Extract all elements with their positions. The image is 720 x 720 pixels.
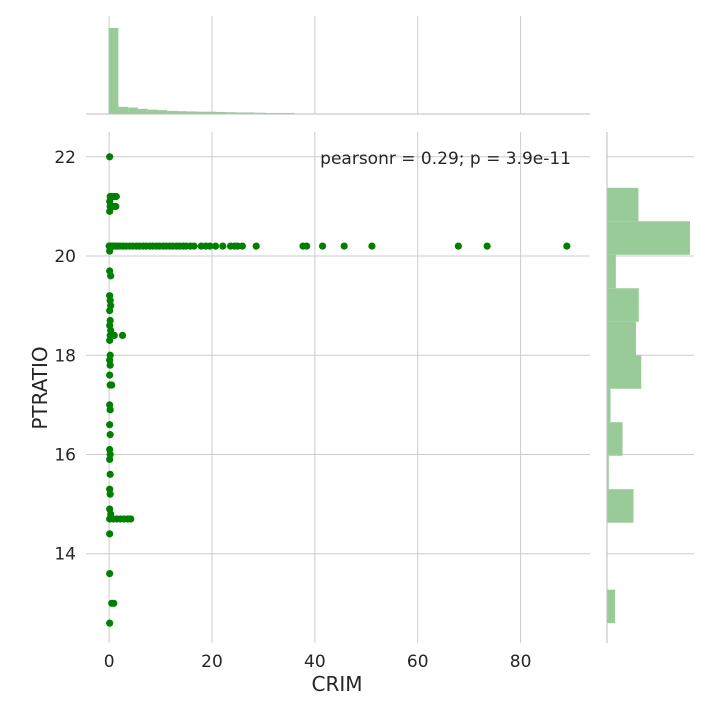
data-point <box>106 530 114 538</box>
data-point <box>112 202 120 211</box>
data-point <box>454 242 462 250</box>
correlation-annotation: pearsonr = 0.29; p = 3.9e-11 <box>320 149 571 169</box>
data-point <box>340 242 348 250</box>
data-point <box>110 331 118 340</box>
top-hist-bar <box>274 112 285 114</box>
y-tick-label: 14 <box>54 545 76 565</box>
data-point <box>212 242 220 250</box>
data-point <box>483 242 491 250</box>
right-marginal-histogram <box>606 132 694 643</box>
top-hist-bar <box>186 111 197 114</box>
data-point <box>206 242 214 250</box>
top-hist-bar <box>245 112 256 114</box>
data-point <box>106 361 114 369</box>
top-hist-bar <box>137 108 148 114</box>
x-tick-label: 20 <box>201 652 223 672</box>
data-point <box>106 470 114 478</box>
top-hist-bar <box>128 107 138 114</box>
x-tick-label: 40 <box>304 652 326 672</box>
data-point <box>108 381 116 389</box>
top-hist-bar <box>108 28 119 114</box>
right-hist-bar <box>607 187 639 222</box>
data-point <box>106 307 114 315</box>
data-point <box>106 619 114 627</box>
top-hist-bar <box>157 110 168 114</box>
data-point <box>219 242 227 250</box>
top-hist-bar <box>225 112 236 114</box>
top-hist-bar <box>177 111 187 114</box>
data-point <box>303 242 311 250</box>
right-hist-bar <box>607 422 623 456</box>
right-hist-bar <box>607 221 690 255</box>
data-point <box>238 242 246 250</box>
data-point <box>563 242 571 250</box>
y-tick-label: 18 <box>54 346 76 366</box>
data-point <box>106 336 114 344</box>
top-hist-bar <box>196 111 207 114</box>
top-hist-bar <box>118 106 129 114</box>
top-hist-bar <box>284 112 295 114</box>
top-hist-bar <box>206 111 217 114</box>
right-hist-bar <box>607 489 634 523</box>
data-point <box>106 490 114 498</box>
data-point <box>106 153 114 161</box>
y-tick-label: 16 <box>54 445 76 465</box>
top-hist-bar <box>255 112 265 114</box>
top-hist-bar <box>216 111 226 114</box>
x-tick-label: 60 <box>407 652 429 672</box>
data-point <box>106 207 114 215</box>
scatter-plot-area: 0 20 40 60 80 14 16 18 20 22 pearsonr = 0.29; p … <box>28 132 590 696</box>
data-point <box>318 242 327 250</box>
right-hist-bar <box>607 388 611 423</box>
data-point <box>190 242 198 250</box>
top-hist-bar <box>235 112 246 114</box>
data-point <box>106 431 114 439</box>
top-marginal-histogram <box>86 16 590 115</box>
top-hist-bar <box>167 110 178 114</box>
data-point <box>106 421 114 429</box>
data-point <box>127 515 135 523</box>
right-hist-bar <box>607 589 616 624</box>
data-point <box>368 242 376 250</box>
top-hist-bar <box>264 112 275 114</box>
data-point <box>107 272 115 280</box>
y-tick-label: 22 <box>54 148 76 168</box>
data-point <box>106 247 114 255</box>
data-point <box>112 192 120 201</box>
right-hist-bar <box>607 321 636 356</box>
top-hist-bar <box>147 109 158 114</box>
data-point <box>252 242 260 250</box>
right-hist-bar <box>607 355 642 389</box>
right-hist-bar <box>607 455 609 490</box>
y-axis-label: PTRATIO <box>28 346 52 429</box>
data-point <box>106 371 114 379</box>
x-axis-label: CRIM <box>311 672 362 696</box>
data-point <box>106 569 114 578</box>
y-tick-label: 20 <box>54 247 76 267</box>
data-point <box>106 455 114 464</box>
x-tick-label: 0 <box>104 652 115 672</box>
right-hist-bar <box>607 254 616 289</box>
data-point <box>118 331 127 340</box>
x-tick-label: 80 <box>510 652 532 672</box>
data-point <box>106 406 114 414</box>
data-point <box>110 599 118 607</box>
right-hist-bar <box>607 288 639 322</box>
